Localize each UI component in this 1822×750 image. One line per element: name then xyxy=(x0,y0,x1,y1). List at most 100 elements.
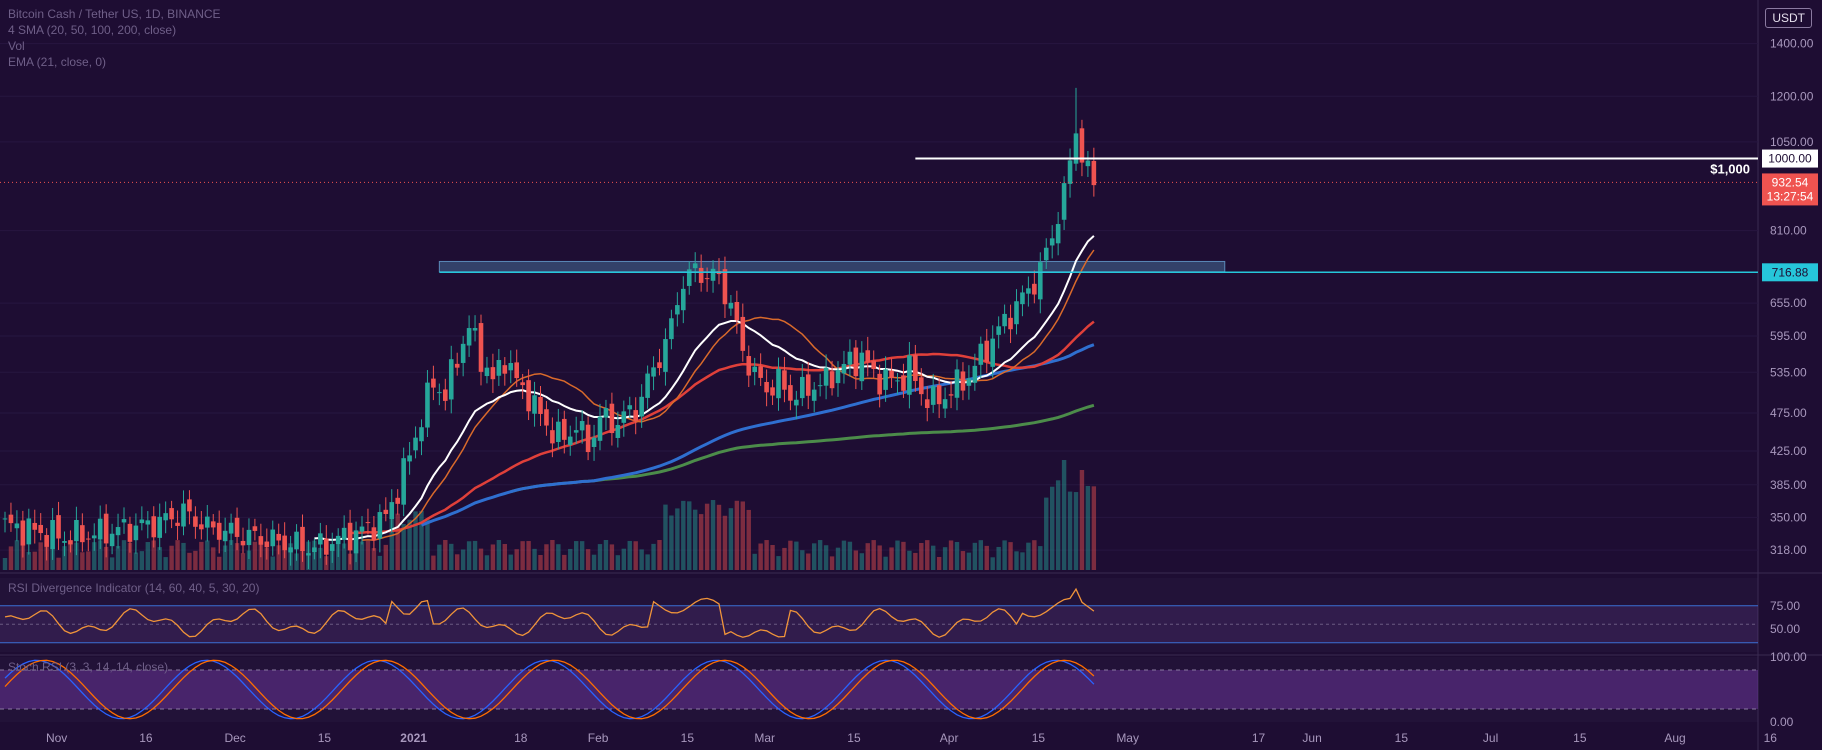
volume-bar xyxy=(853,550,859,570)
candle-body xyxy=(883,369,888,390)
candle-body xyxy=(371,527,377,541)
candle-body xyxy=(413,437,418,451)
volume-bar xyxy=(145,542,150,570)
volume-bar xyxy=(948,540,954,570)
volume-legend[interactable]: Vol xyxy=(8,39,25,53)
x-tick-label: Dec xyxy=(224,731,245,745)
candle-body xyxy=(591,437,597,447)
volume-bar xyxy=(972,542,978,570)
volume-bar xyxy=(1085,486,1091,570)
candle-body xyxy=(216,522,222,540)
volume-bar xyxy=(478,548,484,570)
y-tick-label: 595.00 xyxy=(1770,329,1807,343)
volume-bar xyxy=(1032,540,1037,570)
symbol-title[interactable]: Bitcoin Cash / Tether US, 1D, BINANCE xyxy=(8,7,221,21)
volume-bar xyxy=(8,546,14,570)
candle-body xyxy=(347,522,353,551)
candle-body xyxy=(895,380,900,382)
x-tick-label: 2021 xyxy=(400,731,427,745)
volume-bar xyxy=(496,540,502,570)
candle-body xyxy=(556,421,561,443)
candle-body xyxy=(74,520,79,542)
candle-body xyxy=(139,519,145,524)
candle-body xyxy=(930,386,936,405)
volume-bar xyxy=(1038,546,1043,570)
volume-bar xyxy=(121,540,127,570)
rsi-legend: RSI Divergence Indicator (14, 60, 40, 5,… xyxy=(8,581,259,595)
rsi-line xyxy=(4,587,1095,638)
candle-body xyxy=(550,430,555,444)
candle-body xyxy=(728,302,734,309)
volume-bar xyxy=(812,543,817,570)
volume-bar xyxy=(883,556,888,570)
candle-body xyxy=(770,387,775,396)
candle-body xyxy=(651,367,656,377)
candle-body xyxy=(794,399,799,406)
candle-body xyxy=(151,516,157,538)
candle-body xyxy=(948,394,954,396)
volume-bar xyxy=(960,551,966,570)
candle-body xyxy=(496,359,502,376)
volume-bar xyxy=(127,542,133,570)
candle-body xyxy=(1061,183,1067,220)
candle-body xyxy=(847,351,853,365)
volume-bar xyxy=(936,556,942,570)
y-tick-label: 1200.00 xyxy=(1770,89,1814,103)
candle-body xyxy=(567,436,573,445)
volume-bar xyxy=(823,545,829,570)
ema-legend[interactable]: EMA (21, close, 0) xyxy=(8,55,107,69)
volume-bar xyxy=(252,541,258,570)
volume-bar xyxy=(294,553,299,570)
candle-body xyxy=(56,515,61,539)
x-tick-label: 16 xyxy=(139,731,153,745)
candle-body xyxy=(1073,133,1079,164)
volume-bar xyxy=(163,557,168,570)
volume-bar xyxy=(431,555,436,570)
candle-body xyxy=(1079,128,1085,163)
y-tick-label: 655.00 xyxy=(1770,296,1807,310)
x-tick-label: 16 xyxy=(1764,731,1778,745)
candle-body xyxy=(681,288,686,311)
candle-body xyxy=(764,381,769,393)
y-tick-label: 350.00 xyxy=(1770,510,1807,524)
ma-legend[interactable]: 4 SMA (20, 50, 100, 200, close) xyxy=(8,23,177,37)
volume-bar xyxy=(710,500,716,570)
volume-bar xyxy=(633,541,638,570)
candle-body xyxy=(377,512,383,539)
candle-body xyxy=(984,340,990,362)
candle-body xyxy=(692,263,698,269)
volume-bar xyxy=(913,552,918,570)
volume-bar xyxy=(1073,492,1079,570)
candle-body xyxy=(2,518,8,520)
volume-bar xyxy=(1067,491,1073,570)
candle-body xyxy=(508,363,514,371)
volume-bar xyxy=(657,540,662,570)
level-tag-text: 1000.00 xyxy=(1768,152,1812,166)
volume-bar xyxy=(169,545,174,570)
candle-body xyxy=(722,269,728,305)
volume-bar xyxy=(990,557,995,570)
volume-bar xyxy=(978,540,983,570)
rsi-panel-bg xyxy=(0,578,1758,652)
candle-body xyxy=(924,399,930,408)
volume-bar xyxy=(740,501,745,570)
candle-body xyxy=(181,503,186,527)
candle-body xyxy=(597,416,603,441)
volume-bar xyxy=(193,550,198,570)
volume-bar xyxy=(514,549,519,570)
volume-bar xyxy=(98,540,103,570)
volume-bar xyxy=(133,552,139,570)
candle-body xyxy=(163,513,168,521)
candle-body xyxy=(669,318,674,340)
volume-bar xyxy=(556,544,561,570)
currency-badge[interactable]: USDT xyxy=(1765,8,1812,28)
x-tick-label: 15 xyxy=(318,731,332,745)
stoch-tick-label: 0.00 xyxy=(1770,715,1794,729)
candle-body xyxy=(514,362,519,379)
candle-body xyxy=(782,370,787,390)
volume-bar xyxy=(455,554,460,570)
candle-body xyxy=(1043,247,1049,261)
candle-body xyxy=(472,328,478,331)
candle-body xyxy=(437,392,442,394)
